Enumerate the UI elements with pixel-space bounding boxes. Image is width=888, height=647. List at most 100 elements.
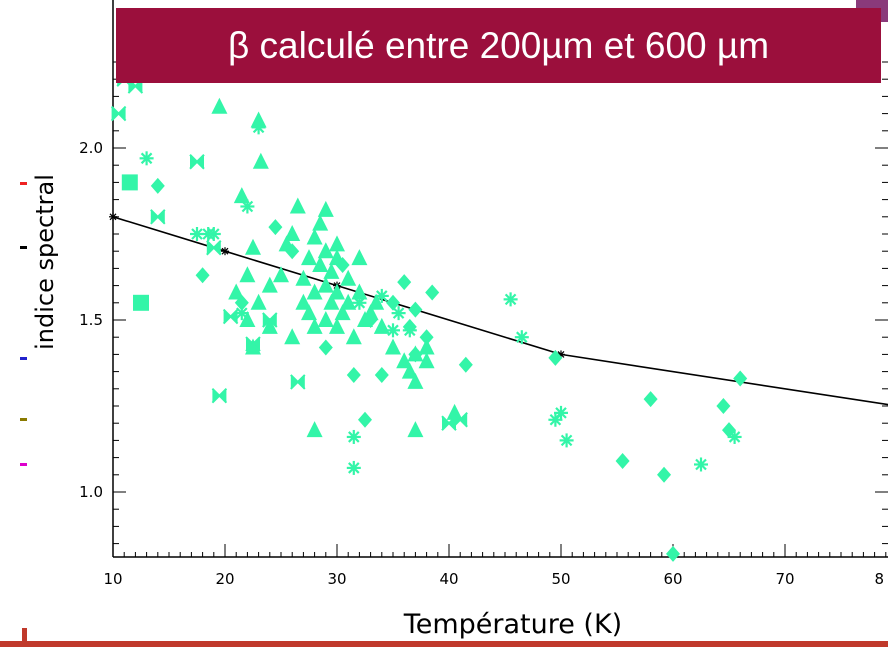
asterisk-marker bbox=[374, 288, 389, 303]
diamond-marker bbox=[458, 356, 473, 373]
asterisk-marker bbox=[346, 429, 361, 444]
asterisk-marker bbox=[240, 199, 255, 214]
left-color-ticks bbox=[20, 182, 27, 466]
asterisk-marker bbox=[190, 227, 204, 241]
diamond-marker bbox=[195, 267, 210, 284]
bowtie-marker bbox=[110, 105, 127, 122]
triangle-marker bbox=[340, 269, 357, 286]
triangle-marker bbox=[368, 293, 385, 310]
asterisk-marker bbox=[727, 429, 742, 444]
triangle-marker bbox=[261, 317, 278, 334]
triangle-marker bbox=[306, 283, 323, 300]
diamond-marker bbox=[346, 367, 361, 384]
diamond-marker bbox=[419, 329, 434, 346]
triangle-marker bbox=[245, 338, 261, 355]
axis-minor-ticks bbox=[112, 61, 888, 557]
y-tick-labels: 1.0 1.5 2.0 bbox=[79, 139, 103, 501]
x-tick-label: 10 bbox=[103, 570, 122, 588]
asterisk-marker bbox=[386, 323, 400, 338]
triangle-marker bbox=[351, 283, 368, 300]
diamond-marker bbox=[397, 274, 412, 291]
x-tick-label: 60 bbox=[663, 570, 682, 588]
triangle-marker bbox=[396, 352, 413, 369]
triangle-marker bbox=[250, 293, 267, 310]
footer-tick-decoration bbox=[22, 628, 27, 642]
asterisk-marker bbox=[352, 295, 367, 310]
asterisk-marker bbox=[554, 405, 568, 420]
triangle-marker bbox=[289, 197, 306, 214]
curve-line bbox=[112, 216, 888, 406]
triangle-marker bbox=[351, 249, 368, 266]
triangle-marker bbox=[252, 152, 269, 169]
triangle-marker bbox=[295, 293, 312, 310]
bowtie-marker bbox=[211, 387, 228, 404]
bowtie-marker bbox=[206, 240, 222, 256]
triangle-marker bbox=[312, 255, 329, 272]
triangle-marker bbox=[329, 283, 345, 300]
triangle-marker bbox=[407, 372, 424, 389]
slide-title: β calculé entre 200µm et 600 µm bbox=[227, 24, 770, 66]
triangle-marker bbox=[261, 276, 278, 293]
y-tick-label: 1.5 bbox=[79, 311, 103, 329]
asterisk-marker bbox=[694, 457, 708, 472]
asterisk-marker bbox=[206, 227, 221, 241]
triangle-marker bbox=[329, 317, 345, 334]
triangle-marker bbox=[273, 266, 289, 283]
diamond-marker bbox=[318, 339, 333, 356]
data-points bbox=[110, 71, 748, 562]
triangle-marker bbox=[301, 249, 317, 266]
bowtie-marker bbox=[189, 154, 205, 170]
triangle-marker bbox=[317, 311, 334, 327]
triangle-marker bbox=[345, 328, 362, 345]
triangle-marker bbox=[407, 421, 424, 438]
diamond-marker bbox=[716, 398, 731, 414]
triangle-marker bbox=[239, 311, 256, 327]
triangle-marker bbox=[301, 304, 317, 321]
asterisk-marker bbox=[559, 433, 574, 448]
triangle-marker bbox=[340, 293, 357, 310]
triangle-marker bbox=[233, 187, 250, 204]
triangle-marker bbox=[446, 403, 463, 420]
square-marker bbox=[133, 294, 149, 311]
left-color-tick bbox=[20, 182, 27, 185]
triangle-marker bbox=[284, 328, 301, 345]
asterisk-marker bbox=[391, 306, 406, 321]
diamond-marker bbox=[358, 411, 372, 428]
triangle-marker bbox=[385, 338, 401, 355]
triangle-marker bbox=[334, 304, 351, 321]
left-color-tick bbox=[20, 463, 27, 466]
triangle-marker bbox=[295, 269, 312, 286]
x-tick-label: 40 bbox=[439, 570, 458, 588]
x-tick-label: 8 bbox=[874, 570, 884, 588]
asterisk-marker bbox=[139, 151, 154, 166]
y-tick-label: 1.0 bbox=[79, 483, 103, 501]
x-tick-label: 70 bbox=[775, 570, 794, 588]
asterisk-marker bbox=[251, 120, 266, 135]
triangle-marker bbox=[211, 97, 228, 114]
left-color-tick bbox=[20, 357, 27, 360]
diamond-marker bbox=[548, 349, 563, 366]
curve-point bbox=[221, 247, 229, 256]
diamond-marker bbox=[335, 256, 350, 273]
diamond-marker bbox=[285, 243, 300, 260]
slide-title-banner: β calculé entre 200µm et 600 µm bbox=[116, 8, 881, 83]
asterisk-marker bbox=[346, 460, 361, 475]
diamond-marker bbox=[657, 466, 672, 483]
triangle-marker bbox=[306, 317, 323, 334]
footer-bar bbox=[0, 641, 888, 647]
diamond-marker bbox=[733, 370, 748, 387]
diamond-marker bbox=[150, 177, 165, 194]
x-axis-label: Température (K) bbox=[403, 609, 622, 640]
triangle-marker bbox=[306, 228, 323, 245]
diamond-marker bbox=[425, 284, 440, 301]
triangle-marker bbox=[239, 266, 256, 283]
diamond-marker bbox=[615, 453, 630, 470]
bowtie-marker bbox=[222, 308, 239, 325]
left-color-tick bbox=[20, 418, 27, 421]
bowtie-marker bbox=[452, 412, 468, 428]
y-axis-label: indice spectral bbox=[31, 174, 59, 350]
triangle-marker bbox=[418, 352, 435, 369]
asterisk-marker bbox=[503, 292, 518, 307]
asterisk-marker bbox=[402, 323, 417, 338]
